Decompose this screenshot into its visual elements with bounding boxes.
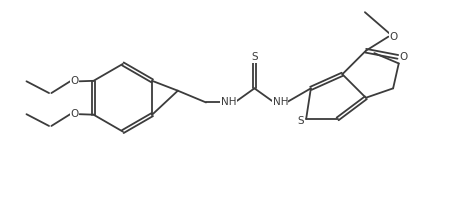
- Text: S: S: [297, 116, 304, 126]
- Text: O: O: [71, 76, 79, 86]
- Text: NH: NH: [273, 97, 288, 108]
- Text: NH: NH: [221, 97, 237, 108]
- Text: S: S: [251, 52, 258, 62]
- Text: O: O: [399, 52, 407, 62]
- Text: O: O: [389, 32, 397, 42]
- Text: O: O: [71, 109, 79, 119]
